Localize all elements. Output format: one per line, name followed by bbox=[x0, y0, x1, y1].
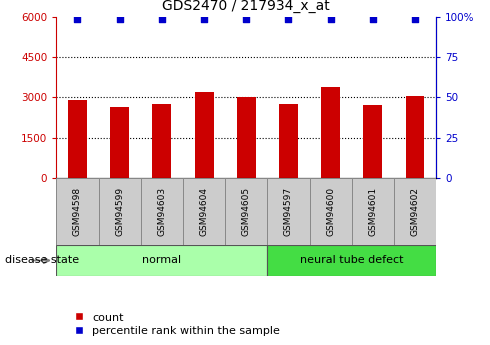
Bar bbox=[352, 178, 394, 245]
Text: GSM94600: GSM94600 bbox=[326, 187, 335, 236]
Point bbox=[242, 16, 250, 22]
Point bbox=[411, 16, 419, 22]
Bar bbox=[321, 87, 340, 178]
Bar bbox=[152, 104, 171, 178]
Text: GSM94604: GSM94604 bbox=[199, 187, 209, 236]
Point bbox=[285, 16, 293, 22]
Bar bbox=[406, 96, 424, 178]
Bar bbox=[110, 107, 129, 178]
Bar bbox=[56, 245, 268, 276]
Bar bbox=[394, 178, 436, 245]
Bar bbox=[237, 97, 256, 178]
Bar bbox=[141, 178, 183, 245]
Text: GSM94601: GSM94601 bbox=[368, 187, 377, 236]
Bar bbox=[183, 178, 225, 245]
Point bbox=[158, 16, 166, 22]
Bar bbox=[268, 245, 436, 276]
Text: GSM94603: GSM94603 bbox=[157, 187, 166, 236]
Bar bbox=[225, 178, 268, 245]
Bar bbox=[195, 92, 214, 178]
Bar bbox=[310, 178, 352, 245]
Text: neural tube defect: neural tube defect bbox=[300, 256, 403, 265]
Bar bbox=[98, 178, 141, 245]
Bar bbox=[279, 104, 298, 178]
Title: GDS2470 / 217934_x_at: GDS2470 / 217934_x_at bbox=[162, 0, 330, 13]
Bar bbox=[68, 100, 87, 178]
Text: GSM94597: GSM94597 bbox=[284, 187, 293, 236]
Point bbox=[74, 16, 81, 22]
Text: disease state: disease state bbox=[5, 256, 79, 265]
Text: GSM94602: GSM94602 bbox=[411, 187, 419, 236]
Bar bbox=[363, 106, 382, 178]
Text: GSM94598: GSM94598 bbox=[73, 187, 82, 236]
Point bbox=[200, 16, 208, 22]
Point bbox=[369, 16, 377, 22]
Point bbox=[116, 16, 123, 22]
Text: GSM94599: GSM94599 bbox=[115, 187, 124, 236]
Point bbox=[327, 16, 335, 22]
Text: GSM94605: GSM94605 bbox=[242, 187, 251, 236]
Bar bbox=[268, 178, 310, 245]
Text: normal: normal bbox=[142, 256, 181, 265]
Legend: count, percentile rank within the sample: count, percentile rank within the sample bbox=[74, 313, 280, 336]
Bar bbox=[56, 178, 98, 245]
